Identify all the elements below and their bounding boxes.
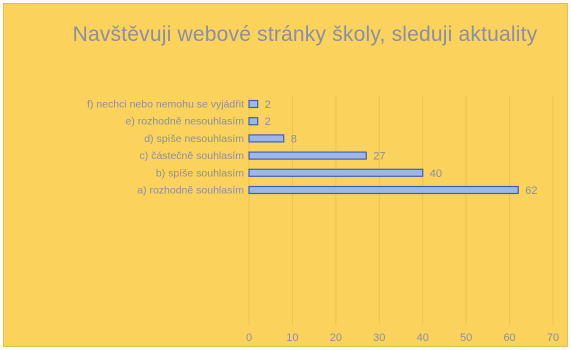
x-tick-label: 0 — [246, 332, 252, 344]
x-tick-label: 20 — [330, 332, 342, 344]
category-label: e) rozhodně nesouhlasím — [126, 116, 245, 128]
category-label: f) nechci nebo nemohu se vyjádřit — [87, 99, 244, 111]
bar — [248, 168, 424, 177]
chart-title: Navštěvuji webové stránky školy, sleduji… — [72, 23, 538, 46]
x-tick-label: 40 — [417, 332, 429, 344]
x-tick-label: 10 — [286, 332, 298, 344]
category-label: d) spíše nesouhlasím — [144, 133, 244, 145]
bar — [248, 134, 285, 143]
bar — [248, 185, 519, 195]
bar — [248, 99, 259, 109]
category-label: b) spíše souhlasím — [156, 167, 244, 179]
value-label: 2 — [265, 116, 271, 128]
category-label: c) částečně souhlasím — [140, 150, 245, 162]
x-tick-label: 50 — [460, 332, 472, 344]
x-tick-label: 30 — [373, 332, 385, 344]
value-label: 8 — [291, 133, 297, 145]
value-label: 27 — [373, 151, 385, 163]
x-tick-label: 70 — [547, 332, 559, 344]
value-label: 2 — [265, 99, 271, 111]
x-tick-label: 60 — [503, 332, 515, 344]
bar — [248, 151, 367, 160]
value-label: 40 — [430, 168, 442, 180]
value-label: 62 — [525, 185, 537, 197]
category-label: a) rozhodně souhlasím — [137, 185, 244, 197]
bar — [248, 117, 259, 126]
